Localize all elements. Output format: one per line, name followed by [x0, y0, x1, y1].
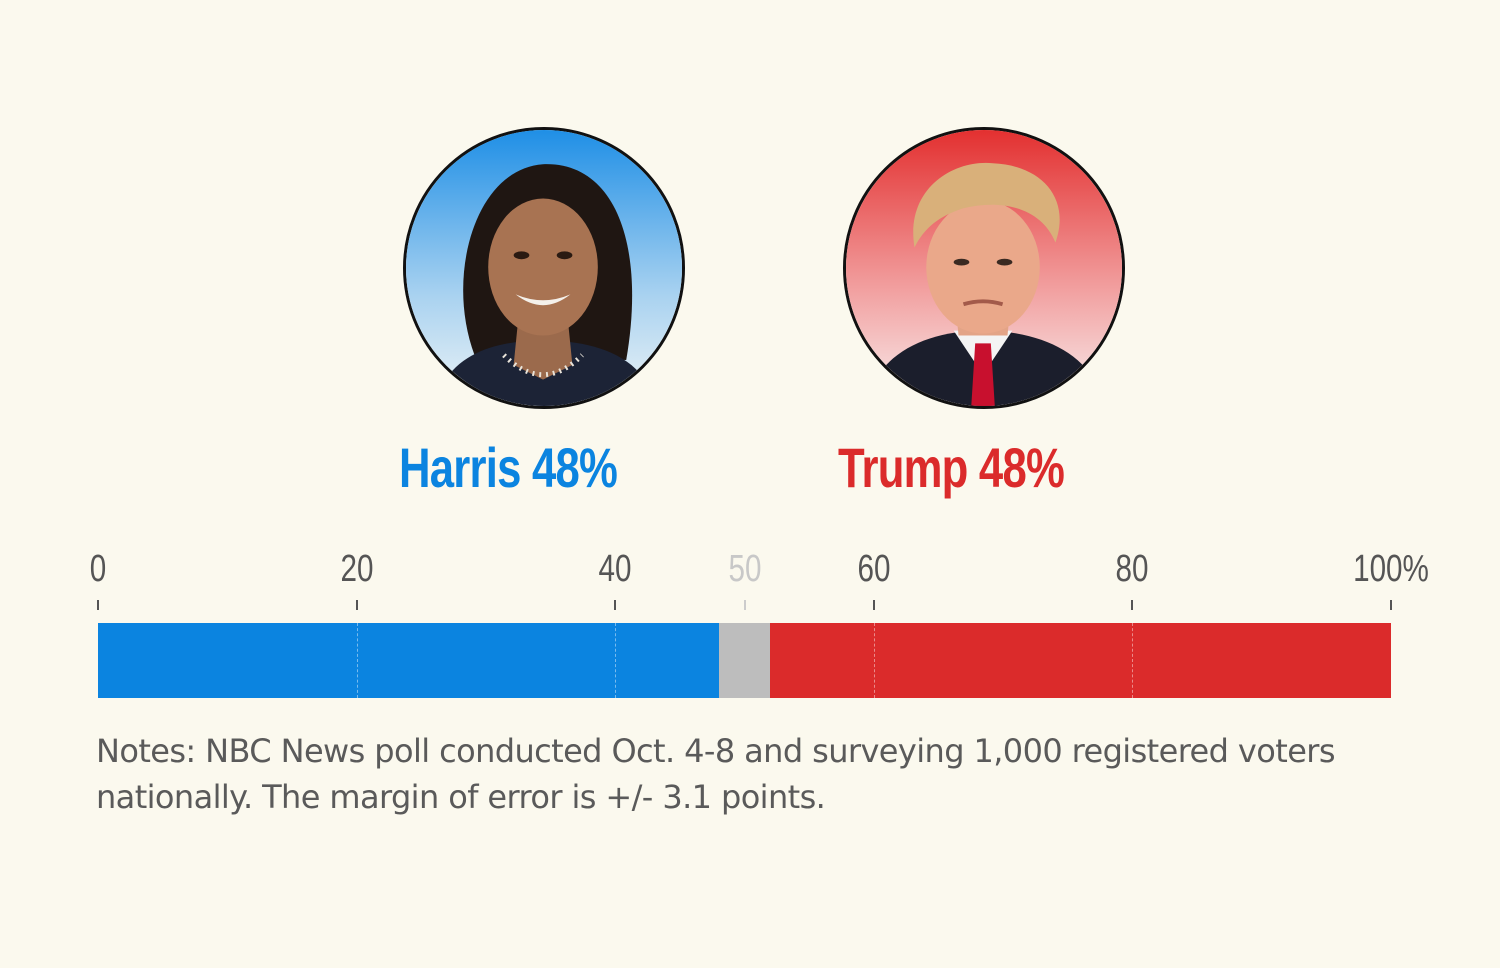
gridline [356, 623, 358, 698]
stacked-bar [98, 623, 1391, 698]
x-tick-label: 80 [1115, 548, 1149, 590]
trump-portrait [843, 127, 1125, 409]
chart-notes: Notes: NBC News poll conducted Oct. 4-8 … [96, 732, 1336, 816]
bar-segment-undecided [718, 623, 771, 698]
x-tick-label: 60 [857, 548, 891, 590]
x-tick-mark [1131, 600, 1134, 610]
bar-segment-trump [770, 623, 1391, 698]
gridline [615, 623, 617, 698]
x-tick-label: 40 [598, 548, 632, 590]
x-tick-mark [872, 600, 875, 610]
trump-portrait-image [846, 130, 1122, 406]
gridline [1132, 623, 1134, 698]
x-tick-label: 20 [340, 548, 374, 590]
harris-portrait-image [406, 130, 682, 406]
bar-segment-harris [98, 623, 719, 698]
x-tick-mark [614, 600, 617, 610]
x-tick-label: 0 [89, 548, 107, 590]
x-tick-mark [1390, 600, 1392, 610]
x-tick-label: 100% [1353, 548, 1429, 590]
x-tick-mark [743, 600, 746, 610]
gridline [873, 623, 875, 698]
trump-label: Trump 48% [838, 436, 1065, 499]
harris-label: Harris 48% [399, 436, 618, 499]
harris-portrait [403, 127, 685, 409]
x-tick-mark [355, 600, 358, 610]
x-tick-label: 50 [728, 548, 761, 590]
x-tick-mark [97, 600, 99, 610]
